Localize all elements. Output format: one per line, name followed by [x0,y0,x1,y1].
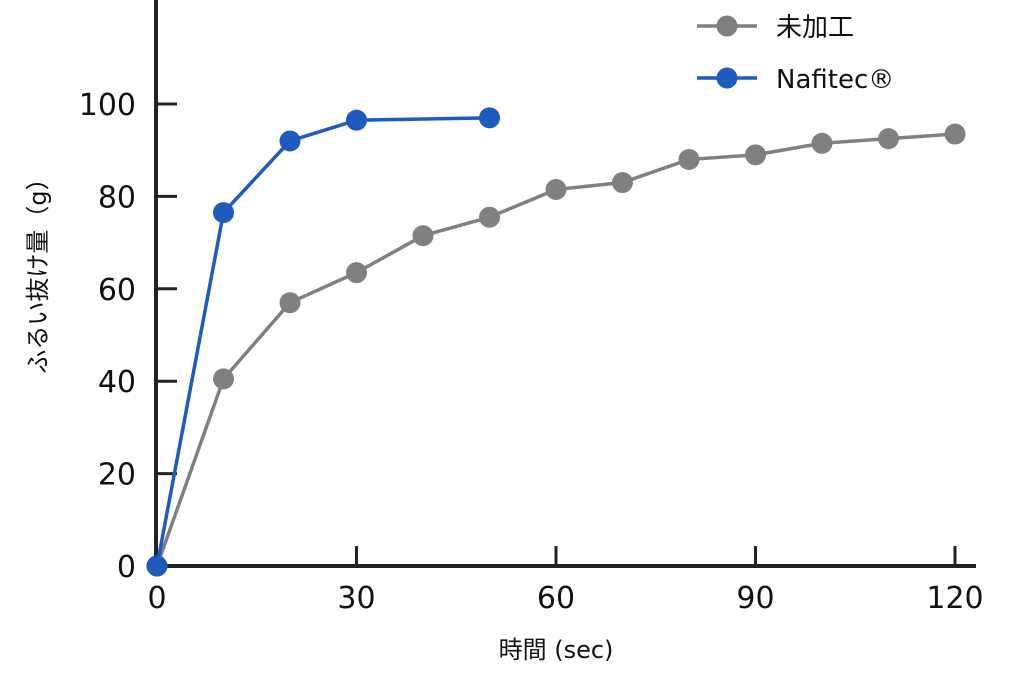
data-point [279,292,301,314]
legend-label: Nafitec® [776,65,894,95]
data-point [811,132,833,154]
data-point [279,130,301,152]
data-point [412,225,434,247]
y-tick-label: 80 [98,180,136,215]
legend-marker [716,67,738,89]
legend-label: 未加工 [776,13,854,43]
data-point [346,109,367,131]
x-tick-label: 30 [337,581,375,616]
x-tick-label: 0 [147,581,166,616]
legend-item: 未加工 [697,13,854,43]
data-point [944,123,966,145]
data-point [745,144,766,166]
data-point [878,128,899,150]
legend: 未加工 Nafitec® [697,13,894,95]
series-line [155,116,490,567]
data-point [612,172,633,194]
x-tick-label: 60 [537,581,575,616]
legend-item: Nafitec® [697,65,894,95]
series-untreated [146,123,966,577]
x-tick-label: 90 [736,581,774,616]
x-axis-title: 時間 (sec) [499,636,614,664]
data-point [213,202,234,224]
series-group [146,107,966,577]
y-axis-title: ふるい抜け量（g） [24,166,52,373]
data-point [146,555,168,577]
data-point [479,206,500,228]
series-nafitec [146,107,500,577]
y-tick-label: 0 [117,550,136,585]
legend-marker [716,15,738,37]
data-point [678,148,700,170]
data-point [479,107,500,129]
data-point [545,178,567,200]
data-point [213,368,234,390]
data-point [346,262,367,284]
axis-ticks: 0 30 60 90 120 0 20 40 60 80 100 [79,88,984,616]
y-tick-label: 20 [98,458,136,493]
y-tick-label: 100 [79,88,136,123]
x-tick-label: 120 [926,581,983,616]
y-tick-label: 60 [98,273,136,308]
y-tick-label: 40 [98,365,136,400]
